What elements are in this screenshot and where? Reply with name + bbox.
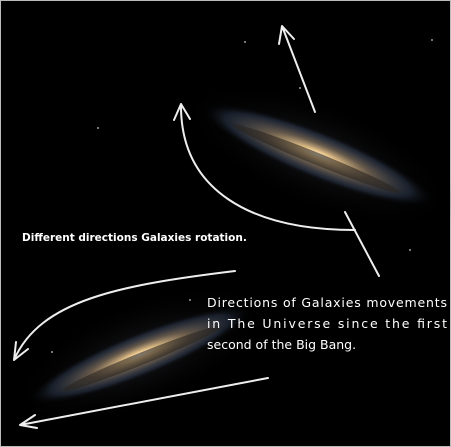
arrows: [13, 25, 380, 429]
caption-line: second of the Big Bang.: [207, 337, 356, 352]
galaxy-top: [177, 79, 451, 231]
arrow-curve-top: [173, 103, 356, 231]
star: [189, 299, 191, 301]
caption-line: in The Universe since the first: [207, 316, 447, 331]
star: [431, 39, 433, 41]
arrow-left: [19, 377, 269, 429]
caption-line: Directions of Galaxies movements: [207, 295, 447, 310]
star: [244, 41, 246, 43]
arrow-up: [278, 25, 316, 113]
caption-rotation: Different directions Galaxies rotation.: [22, 232, 247, 244]
pointer-line: [344, 211, 380, 277]
star: [51, 351, 53, 353]
star: [97, 127, 99, 129]
galaxy-bottom: [8, 281, 272, 429]
star: [299, 87, 301, 89]
star: [409, 249, 411, 251]
arrow-curve-bottom: [13, 270, 236, 361]
